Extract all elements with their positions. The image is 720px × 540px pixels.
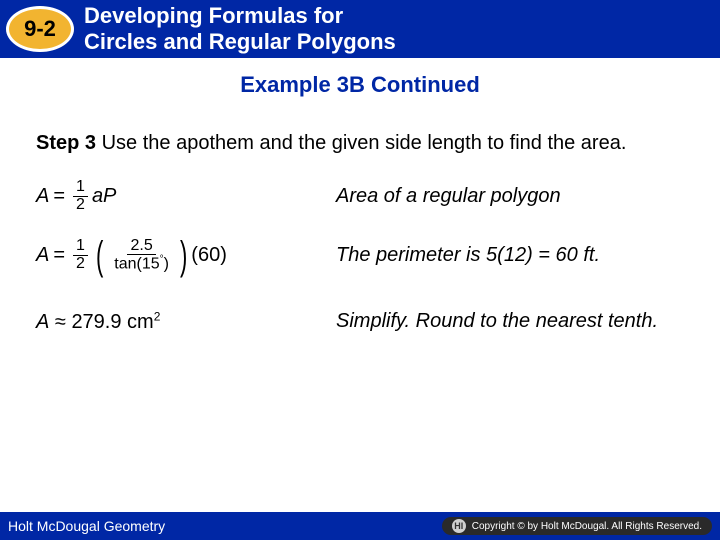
footer-bar: Holt McDougal Geometry HI Copyright © by… bbox=[0, 512, 720, 540]
lparen-icon: ( bbox=[96, 236, 103, 276]
row-2-desc: The perimeter is 5(12) = 60 ft. bbox=[336, 244, 684, 267]
row-3: A ≈ 279.9 cm2 Simplify. Round to the nea… bbox=[36, 310, 684, 335]
row-3-desc: Simplify. Round to the nearest tenth. bbox=[336, 310, 684, 333]
row-2-formula: A = 1 2 ( 2.5 tan(15°) ) (60) bbox=[36, 236, 336, 276]
r-sup: 2 bbox=[154, 310, 161, 324]
section-number: 9-2 bbox=[24, 16, 56, 42]
header-title-line2: Circles and Regular Polygons bbox=[84, 29, 396, 55]
row-1: A = 1 2 aP Area of a regular polygon bbox=[36, 179, 684, 214]
header-title-line1: Developing Formulas for bbox=[84, 3, 396, 29]
content-rows: A = 1 2 aP Area of a regular polygon A =… bbox=[36, 179, 684, 334]
section-badge: 9-2 bbox=[6, 6, 74, 52]
f2-lhs: A bbox=[36, 244, 49, 267]
r-approx: ≈ bbox=[49, 311, 71, 333]
f2-frac2: 2.5 tan(15°) bbox=[111, 238, 172, 274]
step-label: Step 3 bbox=[36, 132, 96, 154]
row-1-desc: Area of a regular polygon bbox=[336, 185, 684, 208]
example-title: Example 3B Continued bbox=[0, 72, 720, 98]
f2-f1den: 2 bbox=[73, 256, 88, 273]
r-lhs: A bbox=[36, 311, 49, 333]
f1-den: 2 bbox=[73, 197, 88, 214]
row-3-result: A ≈ 279.9 cm2 bbox=[36, 310, 336, 335]
f2-angle: 15 bbox=[142, 256, 160, 273]
publisher-logo-icon: HI bbox=[452, 519, 466, 533]
f1-frac: 1 2 bbox=[73, 179, 88, 214]
f1-num: 1 bbox=[73, 179, 88, 197]
f2-f2den: tan(15°) bbox=[111, 255, 172, 273]
f2-frac1: 1 2 bbox=[73, 238, 88, 273]
f1-lhs: A bbox=[36, 185, 49, 208]
f1-tail: aP bbox=[92, 185, 116, 208]
f2-eq: = bbox=[53, 244, 65, 267]
f2-tail-close: ) bbox=[220, 244, 227, 267]
f2-f2num: 2.5 bbox=[127, 238, 155, 256]
header-title: Developing Formulas for Circles and Regu… bbox=[84, 3, 396, 56]
step-paragraph: Step 3 Use the apothem and the given sid… bbox=[36, 130, 684, 157]
header-bar: 9-2 Developing Formulas for Circles and … bbox=[0, 0, 720, 58]
row-2: A = 1 2 ( 2.5 tan(15°) ) (60) The perime… bbox=[36, 236, 684, 276]
step-body: Use the apothem and the given side lengt… bbox=[96, 132, 626, 154]
f1-eq: = bbox=[53, 185, 65, 208]
footer-brand: Holt McDougal Geometry bbox=[8, 518, 165, 534]
f2-tan: tan bbox=[114, 256, 136, 273]
r-val: 279.9 cm bbox=[71, 311, 153, 333]
rparen-icon: ) bbox=[180, 236, 187, 276]
footer-copyright: HI Copyright © by Holt McDougal. All Rig… bbox=[442, 517, 712, 535]
row-1-formula: A = 1 2 aP bbox=[36, 179, 336, 214]
copyright-text: Copyright © by Holt McDougal. All Rights… bbox=[472, 521, 702, 532]
f2-f1num: 1 bbox=[73, 238, 88, 256]
f2-tail-open: ( bbox=[191, 244, 198, 267]
f2-tail-val: 60 bbox=[198, 244, 220, 267]
